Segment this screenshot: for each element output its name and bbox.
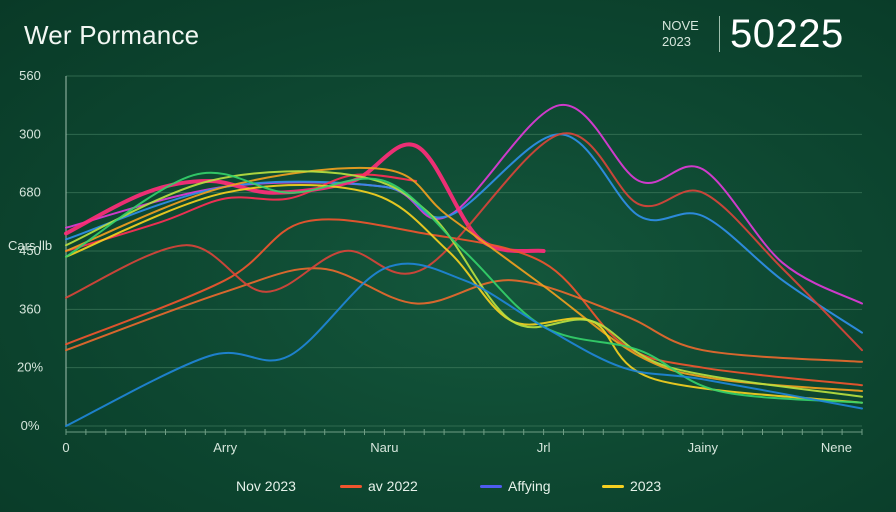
y-tick-label: 20% bbox=[17, 360, 43, 375]
series-line-3 bbox=[64, 142, 546, 254]
x-tick-label: Arry bbox=[213, 440, 237, 455]
series-line-11 bbox=[65, 171, 863, 404]
legend-item-3[interactable]: Affying bbox=[480, 478, 551, 494]
date-month: NOVE bbox=[662, 18, 699, 33]
legend-swatch-2 bbox=[340, 484, 362, 488]
series-line-4 bbox=[65, 173, 418, 252]
legend-item-2[interactable]: av 2022 bbox=[340, 478, 418, 494]
series-line-5 bbox=[65, 218, 863, 387]
y-tick-label: 450 bbox=[19, 243, 41, 258]
series-line-2 bbox=[65, 133, 863, 334]
x-tick-label: Naru bbox=[370, 440, 398, 455]
series-lines bbox=[64, 104, 863, 427]
y-tick-label: 360 bbox=[19, 301, 41, 316]
headline-value: 50225 bbox=[730, 12, 844, 56]
legend: Nov 2023 av 2022 Affying 2023 bbox=[0, 478, 896, 498]
x-tick-label: Jrl bbox=[537, 440, 551, 455]
date-year: 2023 bbox=[662, 34, 691, 49]
y-tick-label: 300 bbox=[19, 126, 41, 141]
legend-swatch-3 bbox=[480, 484, 502, 488]
header-divider bbox=[719, 16, 720, 52]
series-line-12 bbox=[65, 262, 863, 427]
legend-swatch-4 bbox=[602, 484, 624, 488]
legend-item-4[interactable]: 2023 bbox=[602, 478, 661, 494]
legend-label-4: 2023 bbox=[630, 478, 662, 494]
legend-label-2: av 2022 bbox=[368, 478, 418, 494]
x-tick-label: 0 bbox=[62, 440, 69, 455]
x-tick-label: Jainy bbox=[688, 440, 719, 455]
y-tick-label: 0% bbox=[21, 418, 40, 433]
series-line-9 bbox=[65, 184, 863, 404]
y-axis-label: Cars llb bbox=[8, 238, 53, 253]
y-tick-label: 560 bbox=[19, 68, 41, 83]
x-tick-label: Nene bbox=[821, 440, 852, 455]
series-line-7 bbox=[65, 132, 863, 352]
x-tick-labels: 0 Arry Naru Jrl Jainy Nene bbox=[62, 440, 852, 455]
series-line-8 bbox=[65, 167, 863, 392]
chart-title: Wer Pormance bbox=[24, 20, 200, 50]
legend-item-1[interactable]: Nov 2023 bbox=[236, 478, 296, 494]
y-tick-labels: 0% 20% 360 450 680 300 560 bbox=[17, 68, 43, 433]
legend-label-1: Nov 2023 bbox=[236, 478, 296, 494]
y-tick-label: 680 bbox=[19, 185, 41, 200]
legend-label-3: Affying bbox=[508, 478, 551, 494]
date-block: NOVE 2023 bbox=[662, 18, 699, 50]
series-line-6 bbox=[65, 267, 863, 363]
